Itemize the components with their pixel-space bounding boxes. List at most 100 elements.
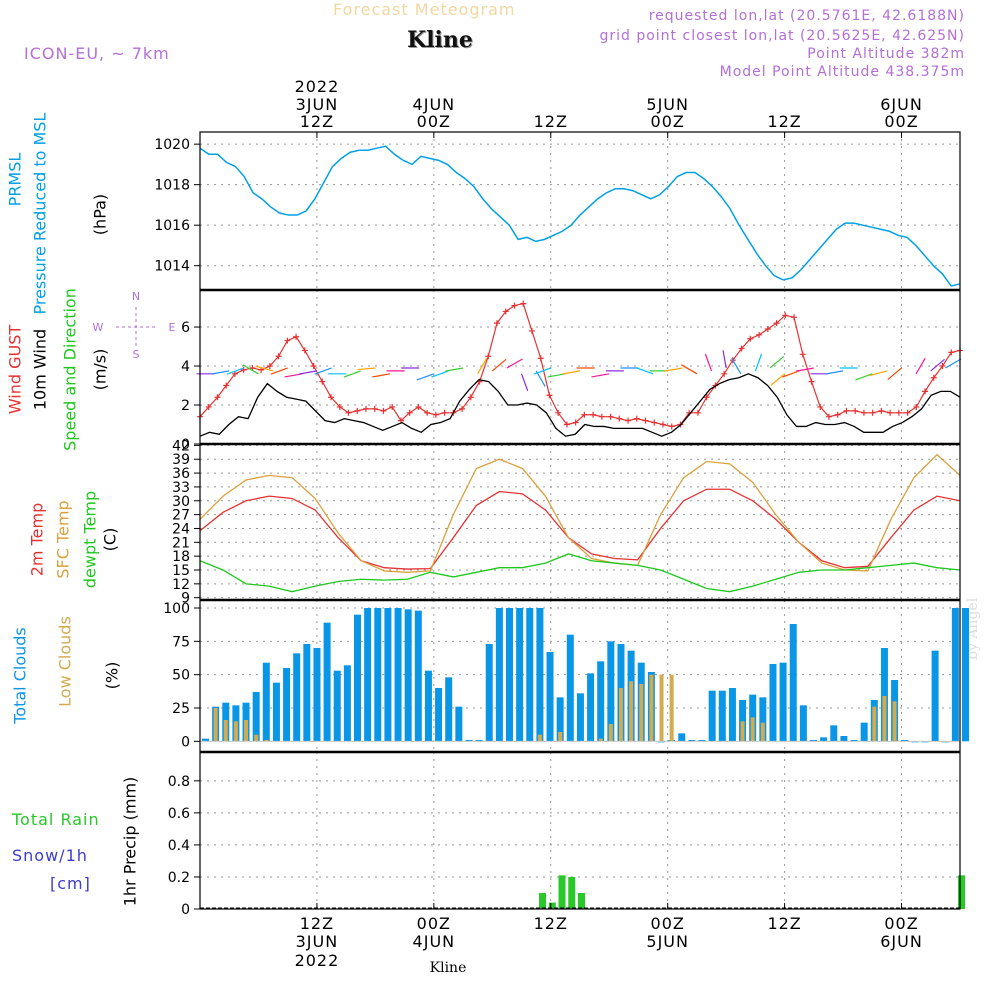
dewpt-line — [199, 553, 961, 593]
low-cloud-bar — [618, 688, 623, 742]
total-cloud-bar — [728, 688, 736, 742]
total-cloud-bar — [739, 700, 747, 742]
low-cloud-bar — [223, 720, 228, 742]
hour-label-top: 00Z — [417, 112, 451, 131]
wind-gust-marker — [345, 409, 352, 416]
wind-direction-arrow — [782, 370, 800, 378]
total-cloud-bar — [576, 693, 584, 742]
total-cloud-bar — [414, 610, 422, 742]
ytick-label-clouds: 25 — [172, 701, 190, 717]
wind-gust-marker — [293, 333, 300, 340]
wind-direction-arrow — [754, 353, 763, 372]
low-cloud-bar — [659, 674, 664, 742]
ytick-label-temperature: 30 — [172, 494, 190, 510]
low-cloud-bar — [892, 701, 897, 742]
wind-gust-marker — [459, 405, 466, 412]
hour-label-top: 12Z — [534, 112, 568, 131]
wind-gust-marker — [223, 382, 230, 389]
total-cloud-bar — [354, 614, 361, 742]
wind-gust-marker — [721, 370, 728, 377]
total-cloud-bar — [718, 690, 726, 742]
total-cloud-bar — [202, 738, 209, 742]
wind-gust-marker — [773, 320, 780, 327]
ytick-label-temperature: 39 — [172, 452, 190, 468]
wind-direction-arrow — [445, 367, 464, 372]
ytick-label-precip: 0 — [181, 902, 190, 918]
wind-gust-marker — [572, 419, 579, 426]
total-cloud-bar — [860, 722, 868, 742]
total-cloud-bar — [384, 608, 392, 742]
low-cloud-bar — [882, 696, 887, 742]
wind-direction-arrow — [855, 373, 873, 381]
total-cloud-bar — [495, 608, 503, 742]
total-cloud-bar — [283, 668, 291, 742]
wind-gust-marker — [362, 405, 369, 412]
product-title: Forecast Meteogram — [333, 0, 516, 19]
total-cloud-bar — [951, 608, 959, 742]
wind-gust-marker — [703, 394, 710, 401]
total-cloud-bar — [688, 740, 696, 742]
wind-gust-marker — [590, 411, 597, 418]
ytick-label-temperature: 42 — [172, 438, 190, 454]
wind-direction-arrow — [769, 355, 785, 369]
wind-gust-marker — [834, 411, 841, 418]
total-cloud-bar — [506, 608, 513, 742]
panel-precip: 0 0.2 0.4 0.6 0.8 — [168, 752, 965, 918]
low-cloud-bar — [264, 740, 269, 742]
wind-direction-arrow — [731, 357, 742, 375]
snow-unit: [cm] — [50, 874, 91, 893]
total-cloud-bar — [901, 740, 909, 742]
ytick-label-precip: 0.4 — [168, 838, 190, 854]
wind-direction-arrow — [770, 373, 786, 386]
wind-gust-marker — [825, 413, 832, 420]
total-cloud-bar — [323, 622, 331, 742]
wind-gust-marker — [432, 411, 439, 418]
wind-gust-marker — [266, 363, 273, 370]
total-cloud-bar — [931, 650, 939, 742]
total-cloud-bar — [810, 740, 817, 742]
wind-gust-marker — [319, 378, 326, 385]
wind-direction-arrow — [314, 367, 332, 375]
total-cloud-bar — [587, 673, 595, 742]
ytick-label-temperature: 27 — [172, 508, 190, 524]
wind-direction-arrow — [681, 364, 698, 375]
hour-label-top: 00Z — [651, 112, 685, 131]
wind-gust-marker — [607, 413, 614, 420]
wind-direction-arrow — [869, 370, 888, 377]
snow-label: Snow/1h — [12, 846, 88, 865]
rain-bar — [558, 875, 566, 909]
wind-gust-marker — [651, 419, 658, 426]
ytick-label-temperature: 33 — [172, 480, 190, 496]
hour-label-bottom: 12Z — [300, 914, 334, 933]
wind-gust-marker — [852, 407, 859, 414]
total-cloud-bar — [830, 725, 838, 742]
wind-gust-marker — [659, 421, 666, 428]
wind-gust-marker — [415, 403, 422, 410]
compass-cross — [116, 307, 156, 347]
date-label-bottom: 5JUN — [646, 932, 689, 951]
wind-direction-arrow — [506, 358, 523, 369]
wind-gust-marker — [301, 347, 308, 354]
low-cloud-bar — [740, 721, 745, 742]
total-cloud-bar — [546, 652, 554, 742]
total-cloud-bar — [435, 688, 443, 742]
wind-direction-arrow — [211, 370, 230, 375]
total-cloud-bar — [708, 690, 716, 742]
wind-direction-arrow — [915, 357, 926, 375]
total-cloud-bar — [404, 609, 412, 742]
wind-gust-marker — [528, 327, 535, 334]
ytick-label-precip: 0.2 — [168, 870, 190, 886]
wind-direction-arrow — [825, 370, 844, 375]
wind-direction-arrow — [945, 358, 962, 369]
wind-direction-arrow — [255, 365, 274, 372]
wind-direction-arrow — [416, 373, 435, 381]
wind-gust-marker — [791, 314, 798, 321]
year-top: 2022 — [295, 77, 340, 96]
wind-gust-marker — [598, 413, 605, 420]
model-label: ICON-EU, ~ 7km — [24, 44, 170, 63]
point-altitude: Point Altitude 382m — [807, 46, 965, 62]
wind-direction-arrow — [635, 367, 654, 375]
low-cloud-bar — [649, 674, 654, 742]
